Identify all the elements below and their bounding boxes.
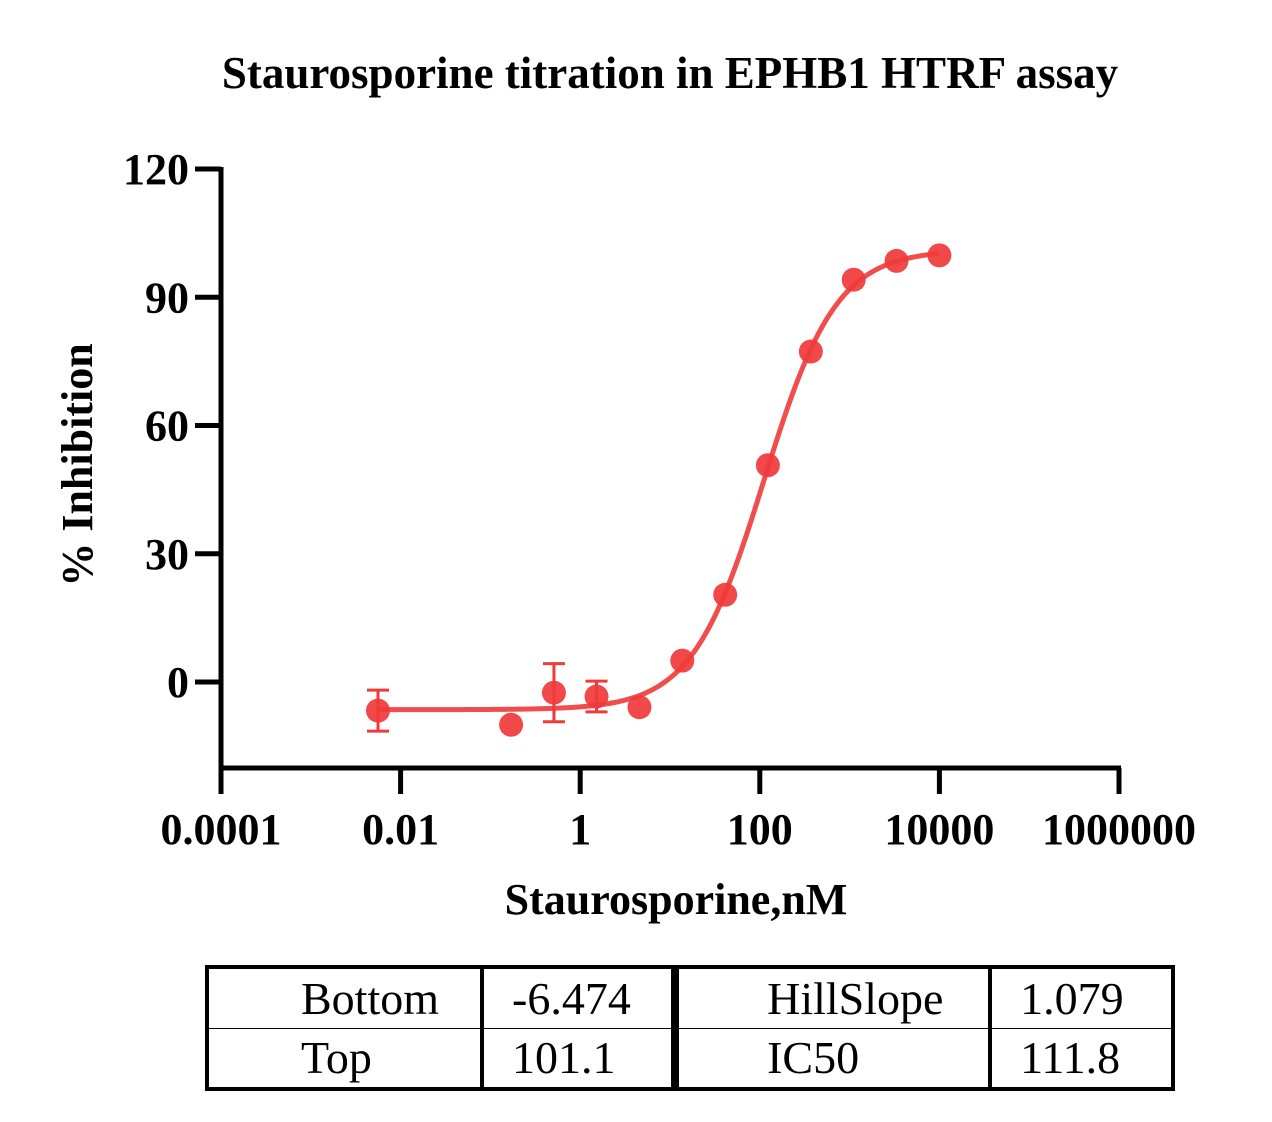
data-point [627, 695, 652, 720]
data-point [713, 582, 738, 607]
dose-response-chart: Staurosporine titration in EPHB1 HTRF as… [53, 48, 1196, 924]
axes: 0 30 60 90 120 0.0001 0.01 1 100 10000 1000000 [123, 145, 1196, 854]
y-tick-label: 30 [145, 530, 189, 579]
data-point [755, 453, 780, 478]
param-value-ic50: 111.8 [988, 1028, 1173, 1089]
data-point [365, 698, 390, 723]
param-value-top: 101.1 [480, 1028, 676, 1089]
x-tick-label: 100 [727, 805, 793, 854]
x-axis-label: Staurosporine,nM [505, 875, 848, 924]
table-row: Top 101.1 IC50 111.8 [207, 1028, 1173, 1089]
y-axis-label: % Inhibition [53, 343, 102, 586]
param-label-hillslope: HillSlope [671, 967, 991, 1029]
chart-title: Staurosporine titration in EPHB1 HTRF as… [222, 48, 1119, 98]
x-tick-label: 0.01 [362, 805, 439, 854]
param-label-bottom: Bottom [207, 967, 483, 1029]
data-point [884, 248, 909, 273]
y-tick-label: 90 [145, 273, 189, 322]
x-tick-label: 1 [569, 805, 591, 854]
x-tick-label: 10000 [884, 805, 994, 854]
fit-curve-layer [377, 250, 940, 713]
param-label-top: Top [301, 1032, 372, 1084]
fit-parameters-table: Bottom -6.474 HillSlope 1.079 Top 101.1 … [205, 965, 1175, 1091]
param-value-hillslope: 1.079 [988, 967, 1173, 1029]
x-tick-label: 1000000 [1042, 805, 1196, 854]
data-point [841, 267, 866, 292]
data-point [541, 680, 566, 705]
fit-curve-line [377, 250, 940, 713]
data-point [670, 648, 695, 673]
data-point [584, 684, 609, 709]
y-tick-label: 120 [123, 145, 189, 194]
param-value-bottom: -6.474 [480, 967, 676, 1029]
table-row: Bottom -6.474 HillSlope 1.079 [207, 967, 1173, 1029]
y-tick-label: 0 [167, 658, 189, 707]
data-points-layer [365, 243, 952, 737]
data-point [798, 339, 823, 364]
y-tick-label: 60 [145, 402, 189, 451]
data-point [499, 712, 524, 737]
x-tick-label: 0.0001 [161, 805, 282, 854]
data-point [927, 243, 952, 268]
param-label-ic50: IC50 [671, 1028, 991, 1089]
